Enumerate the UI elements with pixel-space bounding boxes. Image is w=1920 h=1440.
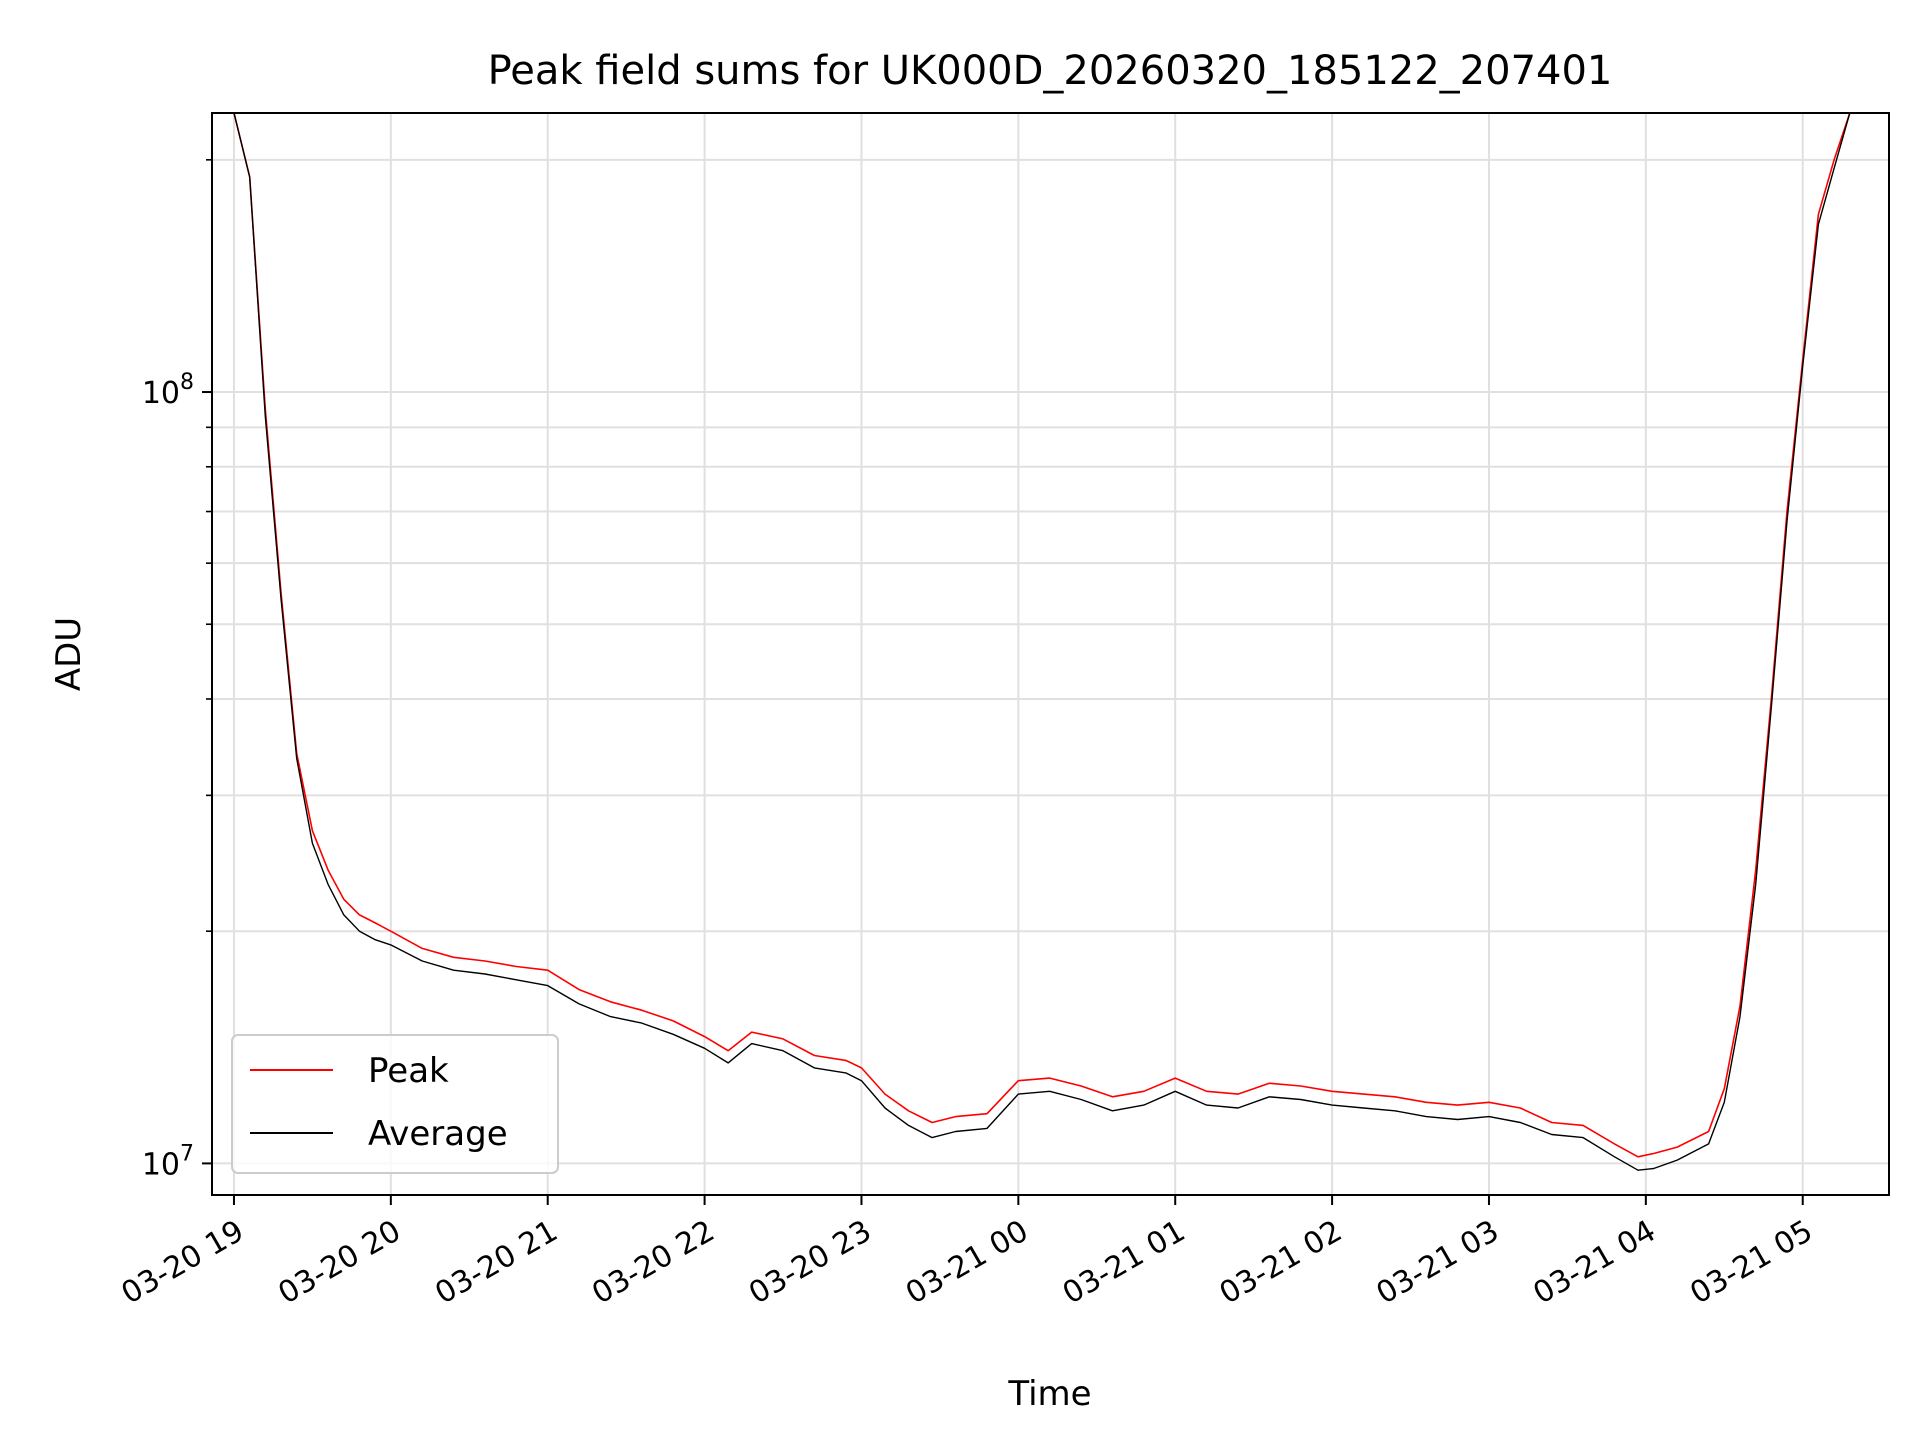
y-tick-exponent: 8 — [180, 370, 194, 395]
x-axis-label: Time — [1007, 1374, 1091, 1414]
series-lines — [218, 113, 1858, 1171]
y-tick-label: 108 — [142, 370, 194, 411]
grid — [212, 113, 1889, 1195]
y-tick-base: 10 — [142, 1147, 180, 1182]
y-tick-label: 107 — [142, 1141, 194, 1182]
series-line-average — [218, 113, 1858, 1171]
y-tick-base: 10 — [142, 376, 180, 411]
y-axis-label: ADU — [49, 617, 89, 691]
y-tick-exponent: 7 — [180, 1141, 194, 1166]
series-line-peak — [218, 113, 1858, 1158]
legend-label-average: Average — [368, 1114, 508, 1154]
plot-frame — [211, 112, 1890, 1196]
legend-label-peak: Peak — [368, 1051, 449, 1091]
chart-title: Peak field sums for UK000D_20260320_1851… — [488, 48, 1613, 94]
legend: Peak Average — [231, 1034, 559, 1174]
